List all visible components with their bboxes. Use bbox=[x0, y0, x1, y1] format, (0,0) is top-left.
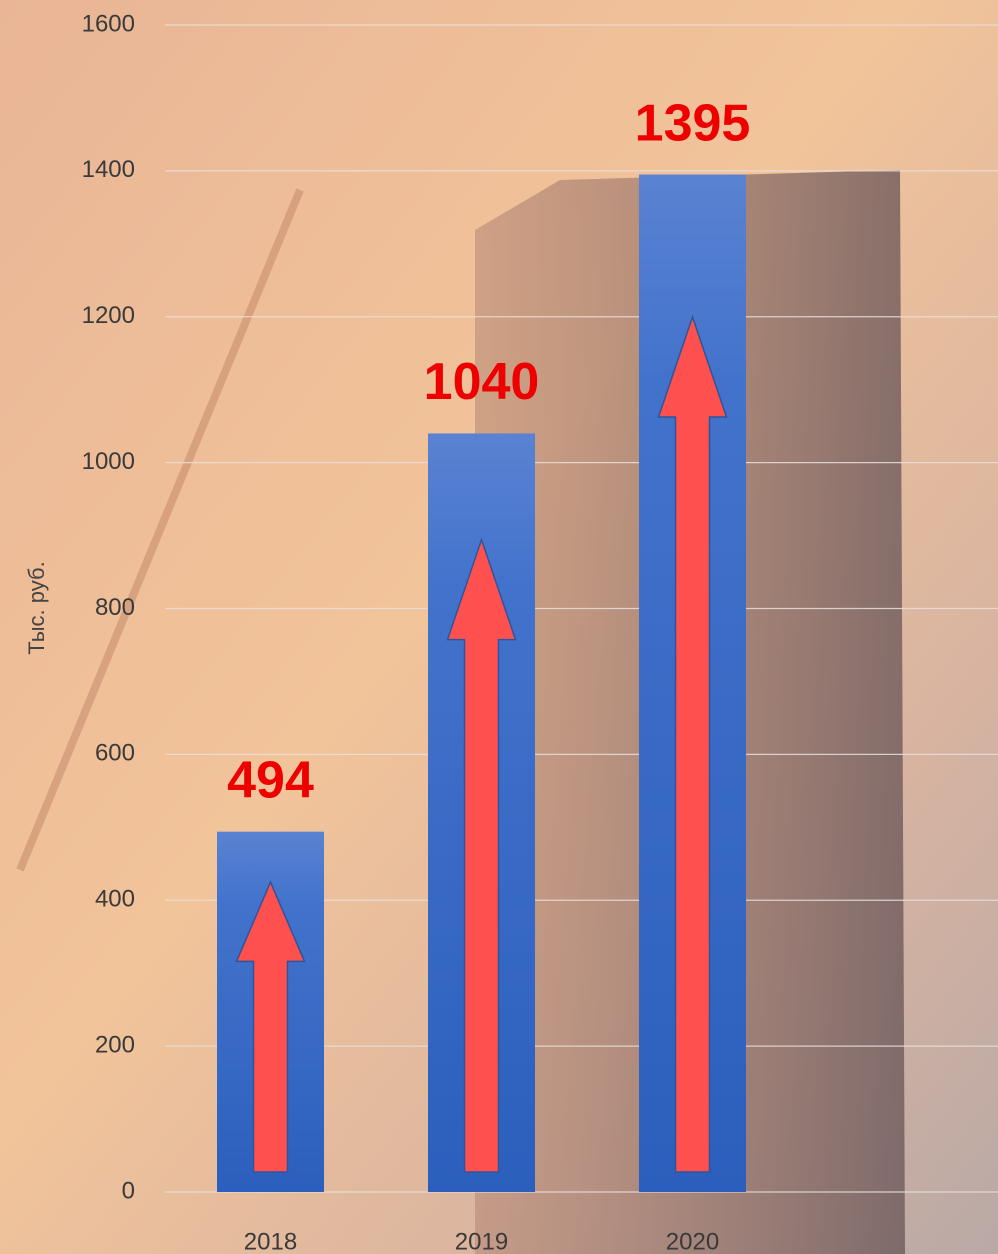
y-tick-label: 0 bbox=[122, 1177, 135, 1204]
x-tick-label: 2019 bbox=[455, 1228, 508, 1254]
y-tick-label: 1600 bbox=[82, 10, 135, 37]
y-tick-label: 400 bbox=[95, 886, 135, 913]
y-tick-label: 800 bbox=[95, 594, 135, 621]
y-axis-title: Тыс. руб. bbox=[24, 561, 49, 654]
y-tick-label: 1400 bbox=[82, 156, 135, 183]
x-tick-label: 2020 bbox=[666, 1228, 719, 1254]
value-label: 1395 bbox=[635, 94, 751, 152]
chart: Тыс. руб. 0 200 400 600 800 1000 1200 1400 1600 2… bbox=[0, 0, 998, 1254]
value-label: 1040 bbox=[424, 353, 540, 411]
x-tick-label: 2018 bbox=[244, 1228, 297, 1254]
y-tick-label: 200 bbox=[95, 1031, 135, 1058]
y-tick-label: 1200 bbox=[82, 302, 135, 329]
y-tick-label: 600 bbox=[95, 740, 135, 767]
y-tick-label: 1000 bbox=[82, 448, 135, 475]
value-label: 494 bbox=[227, 751, 314, 809]
